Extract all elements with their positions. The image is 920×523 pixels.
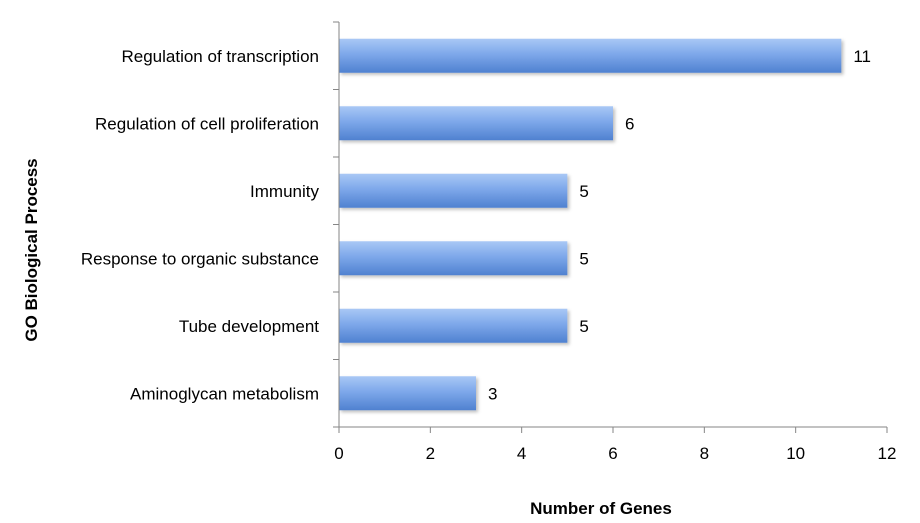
x-axis-title: Number of Genes bbox=[530, 499, 672, 518]
bar-tube-development bbox=[339, 308, 568, 343]
category-label-response-to-organic-substance: Response to organic substance bbox=[81, 249, 319, 268]
value-label-response-to-organic-substance: 5 bbox=[579, 249, 588, 268]
value-labels: 11 6 5 5 5 3 bbox=[488, 47, 871, 404]
x-tick-label: 4 bbox=[517, 444, 526, 463]
category-label-regulation-of-cell-proliferation: Regulation of cell proliferation bbox=[95, 114, 319, 133]
value-label-regulation-of-transcription: 11 bbox=[853, 47, 871, 66]
category-label-tube-development: Tube development bbox=[179, 317, 319, 336]
category-label-immunity: Immunity bbox=[250, 182, 319, 201]
value-label-immunity: 5 bbox=[579, 182, 588, 201]
bar-regulation-of-transcription bbox=[339, 38, 842, 73]
x-tick-label: 2 bbox=[426, 444, 435, 463]
x-tick-label: 12 bbox=[878, 444, 897, 463]
category-label-aminoglycan-metabolism: Aminoglycan metabolism bbox=[130, 384, 319, 403]
x-tick-label: 8 bbox=[700, 444, 709, 463]
bar-immunity bbox=[339, 173, 568, 208]
x-tick-label: 0 bbox=[334, 444, 343, 463]
category-labels: Regulation of transcription Regulation of… bbox=[81, 47, 320, 404]
x-tick-label: 6 bbox=[608, 444, 617, 463]
value-label-regulation-of-cell-proliferation: 6 bbox=[625, 114, 634, 133]
x-axis-ticks: 0 2 4 6 8 10 12 bbox=[334, 427, 896, 463]
value-label-aminoglycan-metabolism: 3 bbox=[488, 384, 497, 403]
y-axis-title: GO Biological Process bbox=[22, 158, 41, 341]
category-label-regulation-of-transcription: Regulation of transcription bbox=[121, 47, 319, 66]
bar-aminoglycan-metabolism bbox=[339, 376, 476, 411]
bar-regulation-of-cell-proliferation bbox=[339, 106, 613, 141]
bars-group bbox=[333, 21, 842, 428]
value-label-tube-development: 5 bbox=[579, 317, 588, 336]
bar-response-to-organic-substance bbox=[339, 241, 568, 276]
x-tick-label: 10 bbox=[786, 444, 805, 463]
